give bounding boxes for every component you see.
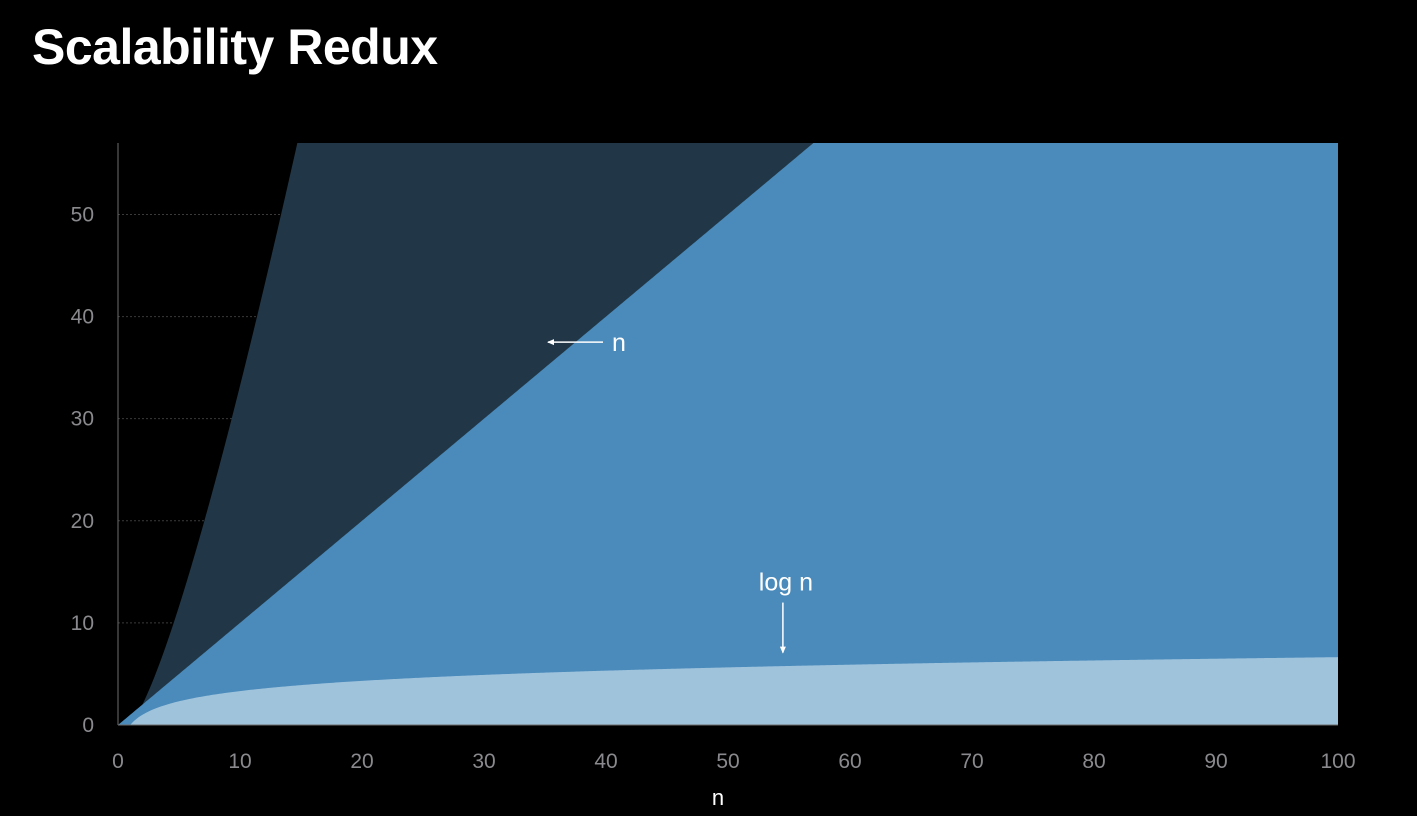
x-tick-label-50: 50 [716,750,739,773]
annotation-n-label: n [612,329,626,357]
y-tick-label-0: 0 [82,714,94,737]
area-n [118,143,1338,725]
x-tick-label-60: 60 [838,750,861,773]
area-series [118,143,1338,725]
x-tick-label-80: 80 [1082,750,1105,773]
y-tick-label-50: 50 [71,203,94,226]
tick-labels: 0 10 20 30 40 50 0 10 20 30 40 50 60 70 80 90 100 n [71,203,1356,810]
axes [117,143,1338,726]
x-tick-label-70: 70 [960,750,983,773]
y-tick-label-30: 30 [71,408,94,431]
x-tick-label-30: 30 [472,750,495,773]
y-tick-label-10: 10 [71,612,94,635]
x-tick-label-0: 0 [112,750,124,773]
y-tick-label-40: 40 [71,306,94,329]
annotation-logn-label: log n [759,569,813,597]
x-tick-label-40: 40 [594,750,617,773]
annotations: n log n [547,329,813,654]
y-tick-label-20: 20 [71,510,94,533]
x-tick-label-100: 100 [1320,750,1355,773]
x-tick-label-90: 90 [1204,750,1227,773]
x-tick-label-20: 20 [350,750,373,773]
slide-title: Scalability Redux [32,19,438,75]
x-tick-label-10: 10 [228,750,251,773]
area-logn [118,657,1338,725]
x-axis-label: n [712,785,724,810]
